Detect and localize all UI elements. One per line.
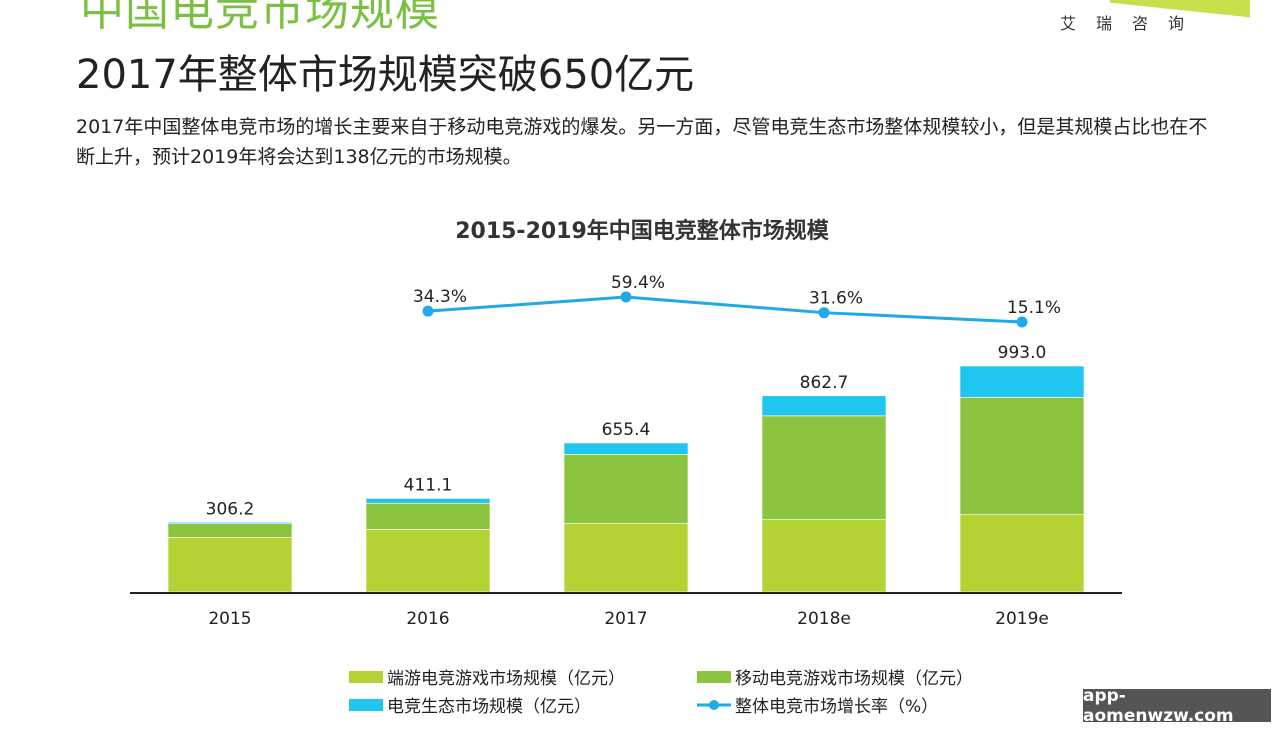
bar-segment-2-2018e	[761, 395, 887, 417]
legend-swatch	[349, 670, 383, 683]
legend-item-ecosystem: 电竞生态市场规模（亿元）	[349, 692, 591, 717]
growth-label: 15.1%	[1007, 298, 1061, 318]
bar-segment-0-2017	[563, 522, 689, 593]
legend-item-pc: 端游电竞游戏市场规模（亿元）	[349, 664, 625, 689]
total-label: 306.2	[206, 499, 255, 519]
growth-line	[427, 295, 1023, 324]
watermark: app-aomenwzw.com	[1083, 686, 1271, 726]
bar-segment-2-2015	[167, 522, 293, 525]
bar-segment-0-2018e	[761, 519, 887, 593]
bar-segment-1-2017	[563, 454, 689, 524]
section-title: 中国电竞市场规模	[80, 0, 440, 36]
bar-segment-0-2019e	[959, 514, 1085, 593]
legend-label: 整体电竞市场增长率（%）	[735, 697, 939, 717]
bar-segment-1-2018e	[761, 415, 887, 520]
legend-item-growth: 整体电竞市场增长率（%）	[697, 692, 938, 717]
headline: 2017年整体市场规模突破650亿元	[76, 52, 695, 98]
total-label: 655.4	[602, 420, 651, 440]
growth-point	[620, 291, 632, 303]
x-tick-label: 2016	[406, 609, 449, 629]
bar-segment-2-2019e	[959, 365, 1085, 398]
growth-point	[422, 305, 434, 317]
bar-segment-0-2016	[365, 529, 491, 593]
bar-segment-1-2015	[167, 523, 293, 538]
x-tick-label: 2018e	[797, 609, 851, 629]
growth-point	[818, 307, 830, 319]
growth-point	[1016, 316, 1028, 328]
chart-title: 2015-2019年中国电竞整体市场规模	[455, 218, 830, 244]
x-tick-label: 2015	[208, 609, 251, 629]
bar-segment-2-2016	[365, 498, 491, 504]
growth-label: 34.3%	[413, 287, 467, 307]
bar-segment-2-2017	[563, 442, 689, 455]
legend-label: 移动电竞游戏市场规模（亿元）	[735, 669, 973, 689]
total-label: 411.1	[404, 475, 453, 495]
growth-label: 31.6%	[809, 289, 863, 309]
x-tick-label: 2019e	[995, 609, 1049, 629]
legend-label: 电竞生态市场规模（亿元）	[387, 697, 591, 717]
legend-item-mobile: 移动电竞游戏市场规模（亿元）	[697, 664, 973, 689]
bar-segment-1-2016	[365, 502, 491, 530]
growth-label: 59.4%	[611, 273, 665, 293]
x-tick-label: 2017	[604, 609, 647, 629]
bar-segment-1-2019e	[959, 397, 1085, 515]
bar-segment-0-2015	[167, 537, 293, 593]
legend-label: 端游电竞游戏市场规模（亿元）	[387, 669, 625, 689]
legend-line-marker	[697, 699, 731, 710]
total-label: 993.0	[998, 343, 1047, 363]
total-label: 862.7	[800, 373, 849, 393]
description: 2017年中国整体电竞市场的增长主要来自于移动电竞游戏的爆发。另一方面，尽管电竞…	[76, 116, 1208, 168]
legend-swatch	[349, 698, 383, 711]
legend-swatch	[697, 670, 731, 683]
logo-text: 艾瑞咨询	[1060, 14, 1205, 33]
